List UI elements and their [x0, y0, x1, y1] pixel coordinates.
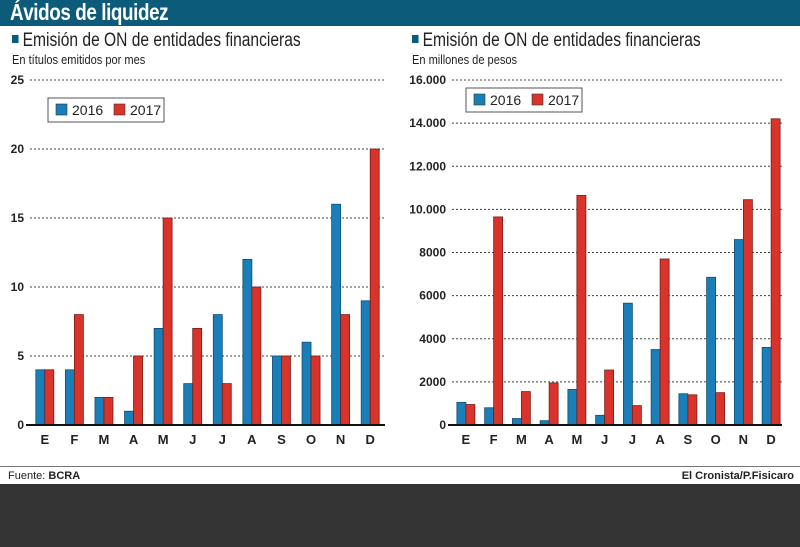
footer-credit: El Cronista/P.Fisicaro	[681, 470, 794, 482]
x-tick-label: M	[516, 432, 527, 447]
y-tick-label: 16.000	[409, 73, 446, 87]
x-tick-label: A	[655, 432, 665, 447]
x-tick-label: N	[739, 432, 748, 447]
y-tick-label: 2000	[419, 375, 446, 389]
y-tick-label: 0	[439, 418, 446, 432]
x-tick-label: E	[462, 432, 471, 447]
x-tick-label: M	[99, 432, 110, 447]
bar-2016-4	[567, 389, 578, 426]
x-tick-label: F	[70, 432, 78, 447]
x-tick-label: N	[336, 432, 345, 447]
y-tick-label: 5	[17, 349, 24, 363]
bar-2017-10	[742, 199, 753, 426]
bar-2016-8	[678, 393, 689, 426]
bar-2017-3	[548, 382, 559, 426]
x-tick-label: F	[490, 432, 498, 447]
left-bar-chart: 0 5 10 15 20 25 E F M A M J J A S O N D 2016 2017	[11, 73, 385, 447]
x-tick-label: S	[277, 432, 286, 447]
x-tick-label: A	[129, 432, 139, 447]
x-tick-label: A	[544, 432, 554, 447]
y-tick-label: 10.000	[409, 202, 446, 216]
bar-2017-1	[493, 216, 504, 426]
x-tick-label: D	[766, 432, 775, 447]
bar-2016-0	[456, 401, 467, 426]
bullet-square-icon	[412, 35, 419, 43]
legend-label-2016: 2016	[490, 92, 521, 108]
bar-2016-6	[622, 302, 633, 426]
y-tick-label: 20	[11, 142, 25, 156]
y-tick-label: 6000	[419, 289, 446, 303]
legend-label-2016: 2016	[72, 102, 103, 118]
bar-2017-6	[631, 405, 642, 426]
legend-label-2017: 2017	[130, 102, 161, 118]
bar-2016-5	[595, 414, 606, 426]
bar-2016-1	[484, 407, 495, 426]
x-tick-label: J	[629, 432, 636, 447]
y-tick-label: 0	[17, 418, 24, 432]
right-chart-title: Emisión de ON de entidades financieras	[412, 30, 701, 52]
legend-swatch-2016	[55, 103, 68, 116]
right-bar-chart: 0 2000 4000 6000 8000 10.000 12.000 14.000 16.00…	[409, 73, 782, 447]
x-tick-label: A	[247, 432, 257, 447]
y-tick-label: 10	[11, 280, 25, 294]
footer-divider	[0, 466, 800, 467]
bar-2016-9	[706, 276, 717, 426]
legend: 2016 2017	[465, 87, 583, 113]
x-tick-label: J	[219, 432, 226, 447]
x-tick-label: M	[158, 432, 169, 447]
legend-swatch-2017	[113, 103, 126, 116]
bar-2017-7	[659, 258, 670, 426]
bar-2016-11	[761, 346, 772, 426]
bullet-square-icon	[12, 35, 19, 43]
bar-2017-4	[576, 194, 587, 426]
bar-2017-11	[770, 118, 781, 426]
x-tick-label: E	[40, 432, 49, 447]
bar-2016-7	[650, 349, 661, 426]
x-tick-label: O	[711, 432, 721, 447]
y-tick-label: 15	[11, 211, 25, 225]
bar-2017-9	[715, 392, 726, 426]
left-chart-title: Emisión de ON de entidades financieras	[12, 30, 301, 52]
x-tick-label: M	[571, 432, 582, 447]
legend-swatch-2016	[473, 93, 486, 106]
legend-box	[465, 87, 583, 113]
legend-label-2017: 2017	[548, 92, 579, 108]
bar-2017-5	[604, 369, 615, 426]
bar-2017-8	[687, 394, 698, 426]
x-tick-label: O	[306, 432, 316, 447]
y-tick-label: 14.000	[409, 116, 446, 130]
legend-box	[47, 97, 165, 123]
y-tick-label: 25	[11, 73, 25, 87]
y-tick-label: 12.000	[409, 159, 446, 173]
right-chart-subtitle: En millones de pesos	[412, 52, 518, 67]
footer-source: Fuente: BCRA	[8, 470, 81, 482]
bar-2017-0	[465, 404, 476, 426]
infographic-card: Ávidos de liquidez Emisión de ON de enti…	[0, 0, 800, 484]
bar-2016-10	[733, 239, 744, 426]
header-bar: Ávidos de liquidez	[0, 0, 800, 26]
left-chart-subtitle: En títulos emitidos por mes	[12, 52, 146, 67]
x-tick-label: J	[189, 432, 196, 447]
x-tick-label: S	[684, 432, 693, 447]
y-tick-label: 4000	[419, 332, 446, 346]
legend: 2016 2017	[47, 97, 165, 123]
x-tick-label: D	[366, 432, 375, 447]
x-tick-label: J	[601, 432, 608, 447]
page-title: Ávidos de liquidez	[10, 0, 169, 25]
y-tick-label: 8000	[419, 246, 446, 260]
legend-swatch-2017	[531, 93, 544, 106]
bar-2017-2	[520, 391, 531, 426]
